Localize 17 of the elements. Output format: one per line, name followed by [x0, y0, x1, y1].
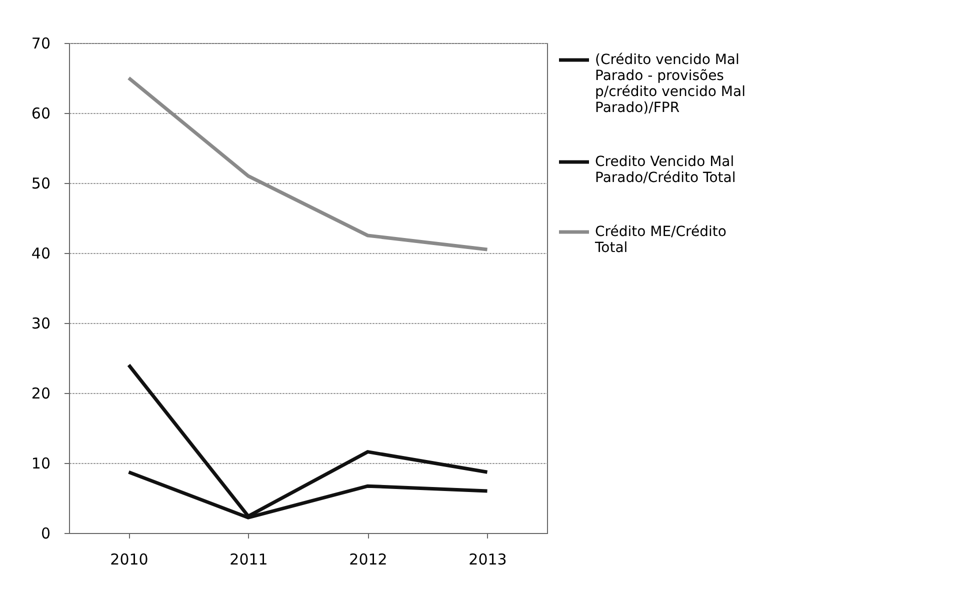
- x-tick-label: 2011: [230, 550, 268, 568]
- x-tick-label: 2012: [349, 550, 388, 568]
- y-tick-label: 40: [31, 244, 50, 262]
- line-series: [127, 76, 489, 252]
- x-tick-label: 2010: [110, 550, 148, 568]
- y-tick-label: 0: [40, 524, 50, 542]
- x-tick-label: 2013: [468, 550, 507, 568]
- legend-label: Crédito ME/Crédito Total: [594, 224, 726, 256]
- y-tick-label: 50: [31, 174, 50, 192]
- y-tick-label: 30: [31, 314, 50, 332]
- line-series: [127, 363, 489, 518]
- y-tick-label: 60: [31, 104, 50, 122]
- y-tick-label: 20: [31, 384, 50, 402]
- y-tick-label: 10: [31, 454, 50, 472]
- legend-label: (Crédito vencido Mal Parado - provisões p/crédito vencido Mal Parado)/FPR: [595, 52, 746, 116]
- y-tick-label: 70: [31, 34, 50, 52]
- legend-label: Credito Vencido Mal Parado/Crédito Total: [595, 154, 736, 186]
